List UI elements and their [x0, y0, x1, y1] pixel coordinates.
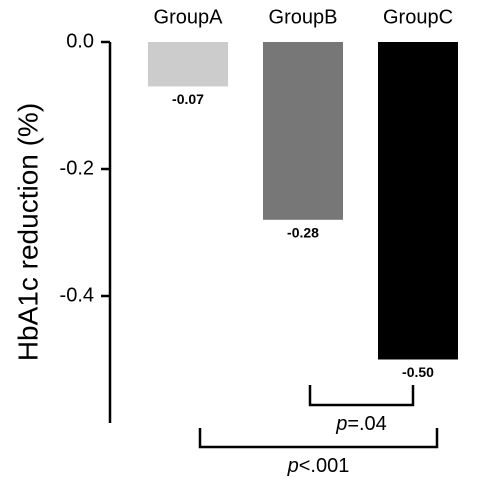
significance-bracket: [308, 385, 415, 407]
y-tick-label: -0.4: [60, 284, 94, 306]
significance-bracket: [198, 428, 439, 449]
x-tick-label: GroupB: [269, 6, 338, 28]
x-tick-label: GroupA: [154, 6, 224, 28]
annotation: p=.04: [335, 413, 387, 435]
annotation: p<.001: [287, 455, 350, 477]
bar: [263, 42, 343, 220]
value-label: -0.50: [402, 364, 434, 380]
y-tick-label: -0.2: [60, 157, 94, 179]
value-label: -0.28: [287, 225, 319, 241]
value-label: -0.07: [172, 91, 204, 107]
bar: [378, 42, 458, 360]
x-tick-label: GroupC: [383, 6, 453, 28]
y-axis-label: HbA1c reduction (%): [12, 103, 43, 361]
bar: [148, 42, 228, 87]
y-tick-label: 0.0: [66, 30, 94, 52]
